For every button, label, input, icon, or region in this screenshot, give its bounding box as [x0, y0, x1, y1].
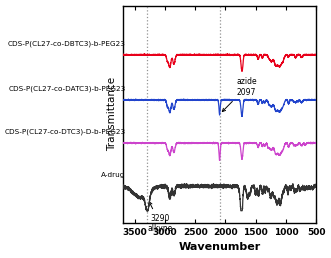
Text: CDS-P(CL27-co-DBTC3)-b-PEG23: CDS-P(CL27-co-DBTC3)-b-PEG23 — [8, 40, 126, 47]
Text: CDS-P(CL27-co-DTC3)-D-b-PEG23: CDS-P(CL27-co-DTC3)-D-b-PEG23 — [5, 128, 126, 135]
Y-axis label: Transmittance: Transmittance — [107, 77, 117, 151]
Text: azide
2097: azide 2097 — [222, 77, 257, 111]
Text: 3290
alkyne: 3290 alkyne — [148, 202, 173, 233]
X-axis label: Wavenumber: Wavenumber — [178, 243, 260, 252]
Text: CDS-P(CL27-co-DATC3)-b-PEG23: CDS-P(CL27-co-DATC3)-b-PEG23 — [9, 85, 126, 92]
Text: A-drug: A-drug — [101, 172, 126, 178]
